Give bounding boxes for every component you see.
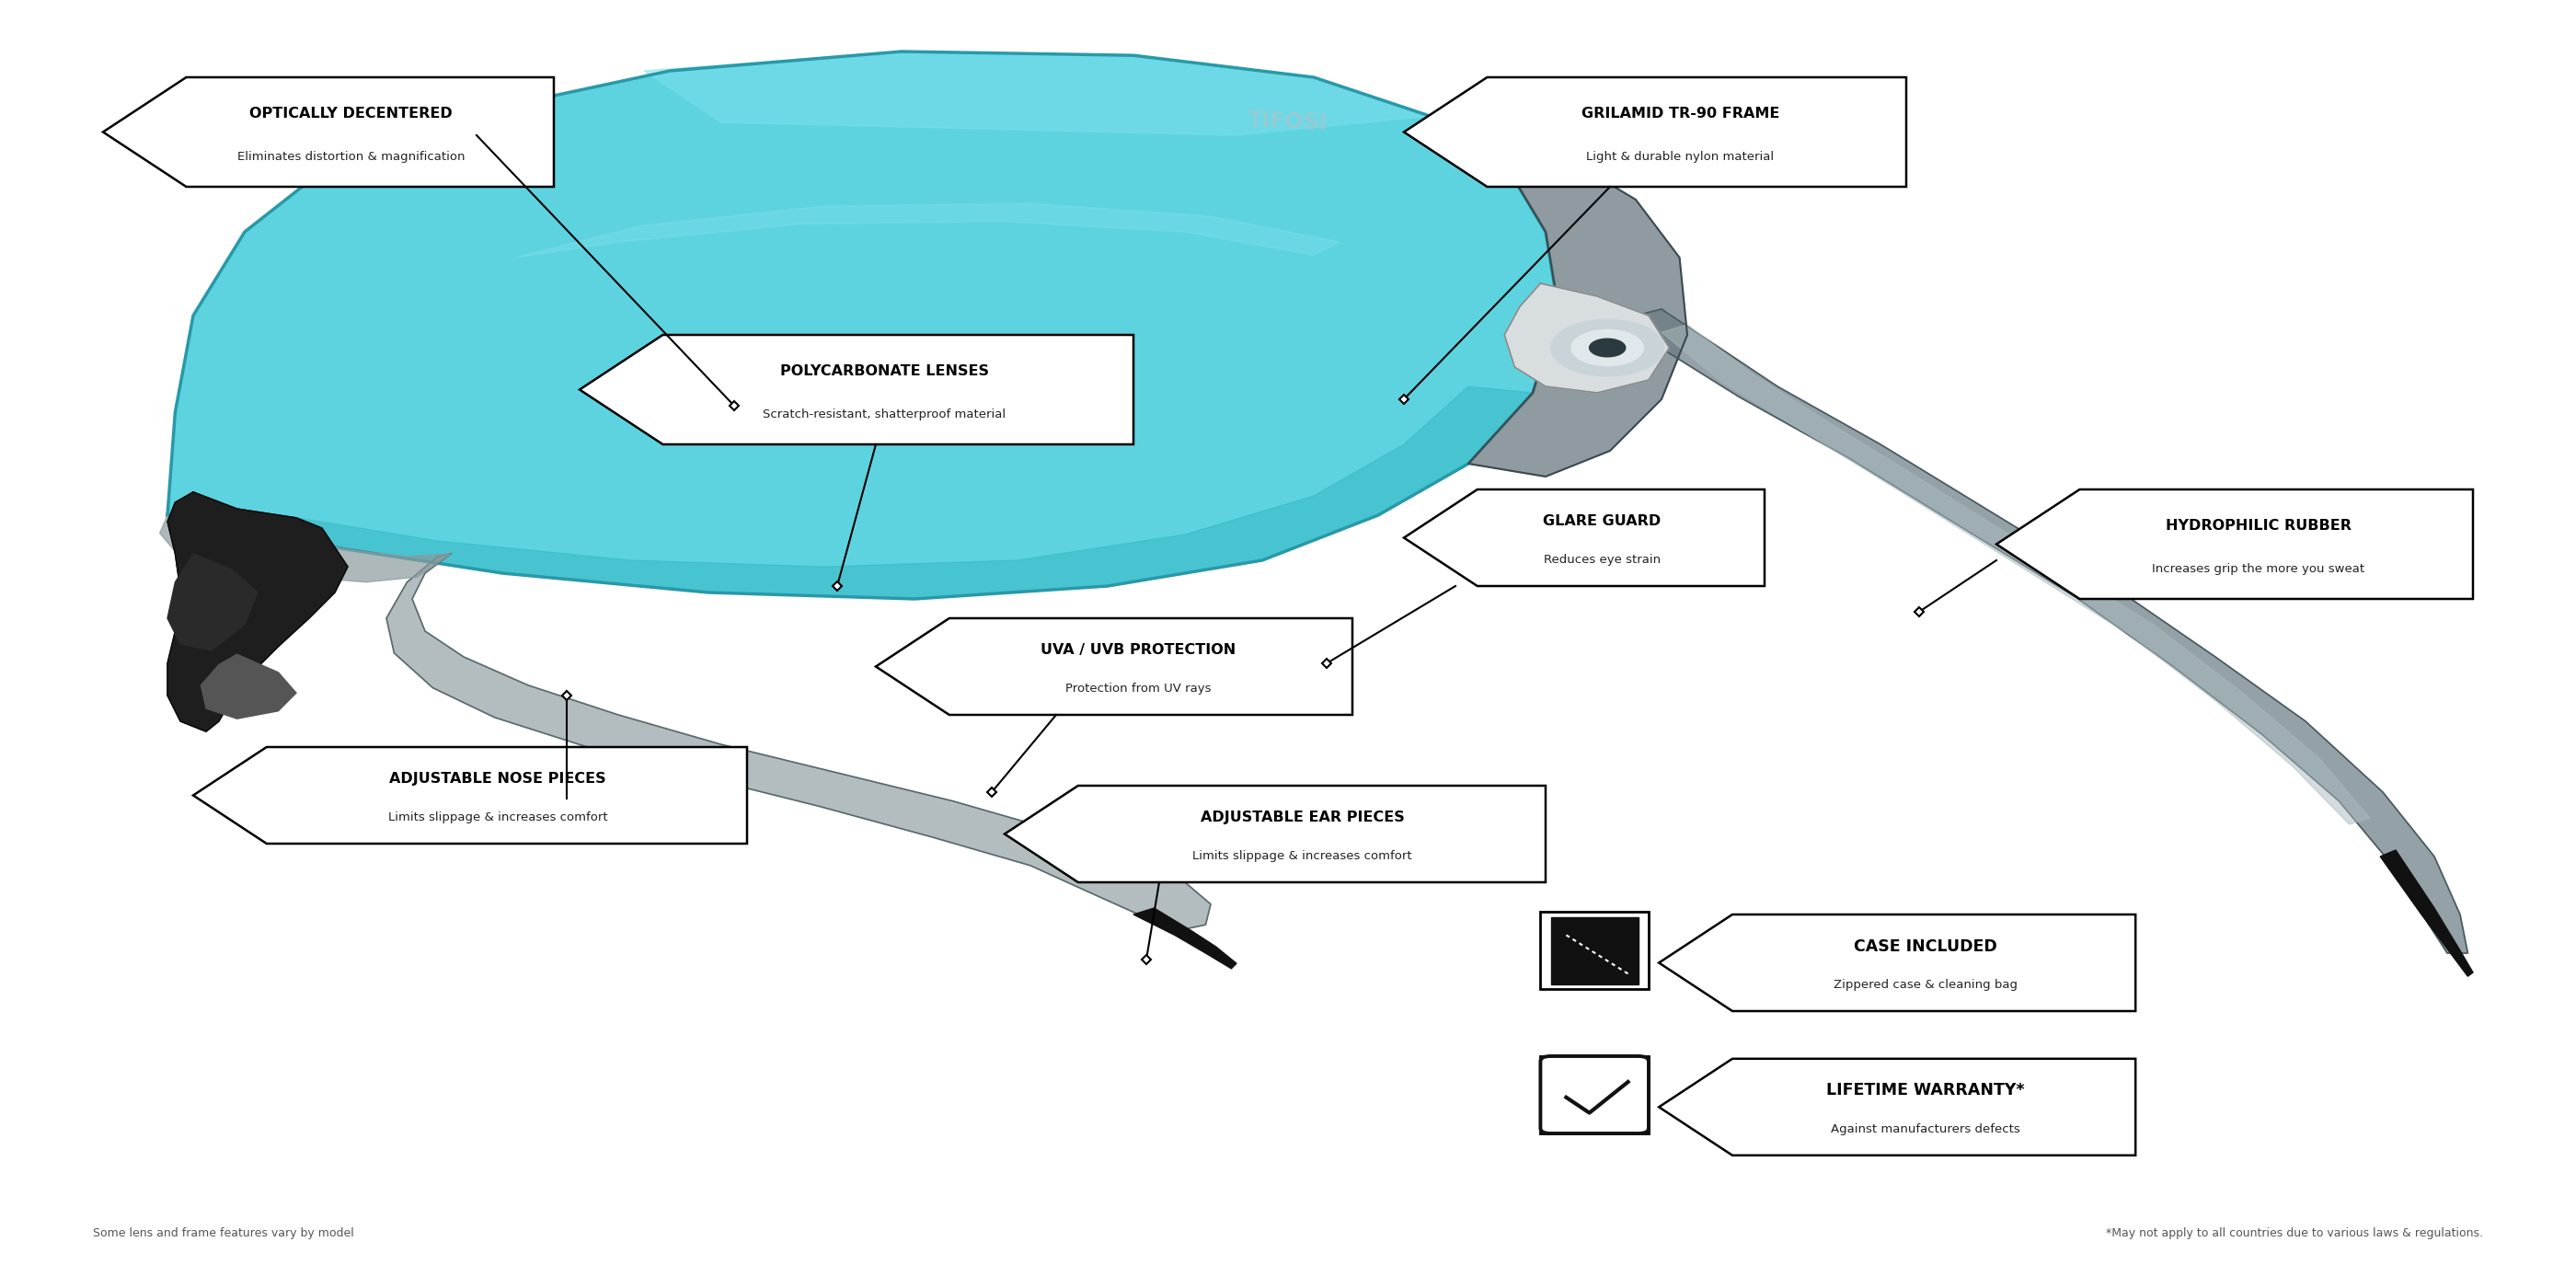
Polygon shape <box>2380 850 2473 976</box>
FancyBboxPatch shape <box>1540 1056 1649 1133</box>
Polygon shape <box>103 77 554 187</box>
Text: POLYCARBONATE LENSES: POLYCARBONATE LENSES <box>781 365 989 377</box>
Text: ADJUSTABLE NOSE PIECES: ADJUSTABLE NOSE PIECES <box>389 772 605 786</box>
Polygon shape <box>1631 309 2468 953</box>
Polygon shape <box>1659 914 2136 1011</box>
Circle shape <box>1589 339 1625 357</box>
Polygon shape <box>386 554 1211 931</box>
Text: ADJUSTABLE EAR PIECES: ADJUSTABLE EAR PIECES <box>1200 810 1404 824</box>
Text: HYDROPHILIC RUBBER: HYDROPHILIC RUBBER <box>2166 519 2352 532</box>
Polygon shape <box>1133 908 1236 969</box>
Text: Scratch-resistant, shatterproof material: Scratch-resistant, shatterproof material <box>762 408 1005 421</box>
Polygon shape <box>167 52 1558 599</box>
Text: GRILAMID TR-90 FRAME: GRILAMID TR-90 FRAME <box>1582 107 1780 120</box>
Polygon shape <box>1468 161 1687 477</box>
Circle shape <box>1571 330 1643 366</box>
Text: Protection from UV rays: Protection from UV rays <box>1064 683 1211 694</box>
Text: LIFETIME WARRANTY*: LIFETIME WARRANTY* <box>1826 1082 2025 1099</box>
Text: Light & durable nylon material: Light & durable nylon material <box>1587 151 1775 164</box>
Polygon shape <box>167 492 348 732</box>
Text: Limits slippage & increases comfort: Limits slippage & increases comfort <box>389 811 608 823</box>
Text: Limits slippage & increases comfort: Limits slippage & increases comfort <box>1193 850 1412 862</box>
Polygon shape <box>1504 283 1669 393</box>
Polygon shape <box>1662 325 2370 824</box>
Polygon shape <box>193 747 747 844</box>
Polygon shape <box>167 554 258 650</box>
Polygon shape <box>1005 786 1546 882</box>
Polygon shape <box>1404 489 1765 586</box>
Polygon shape <box>515 204 1340 258</box>
Text: TIFOSI: TIFOSI <box>1247 109 1329 135</box>
Circle shape <box>1551 319 1664 376</box>
Text: GLARE GUARD: GLARE GUARD <box>1543 514 1662 528</box>
Text: *May not apply to all countries due to various laws & regulations.: *May not apply to all countries due to v… <box>2107 1227 2483 1239</box>
Text: Reduces eye strain: Reduces eye strain <box>1543 554 1662 565</box>
Polygon shape <box>1659 1059 2136 1155</box>
Text: OPTICALLY DECENTERED: OPTICALLY DECENTERED <box>250 107 453 120</box>
FancyBboxPatch shape <box>1540 1056 1649 1133</box>
Polygon shape <box>1551 917 1638 984</box>
Text: Eliminates distortion & magnification: Eliminates distortion & magnification <box>237 151 464 164</box>
Text: Increases grip the more you sweat: Increases grip the more you sweat <box>2151 563 2365 576</box>
Polygon shape <box>1996 489 2473 599</box>
Polygon shape <box>644 52 1430 135</box>
Text: Some lens and frame features vary by model: Some lens and frame features vary by mod… <box>93 1227 353 1239</box>
Polygon shape <box>160 515 451 582</box>
Polygon shape <box>876 618 1352 715</box>
Text: Against manufacturers defects: Against manufacturers defects <box>1832 1123 2020 1135</box>
Text: Zippered case & cleaning bag: Zippered case & cleaning bag <box>1834 979 2017 990</box>
Text: UVA / UVB PROTECTION: UVA / UVB PROTECTION <box>1041 643 1236 657</box>
Polygon shape <box>201 654 296 719</box>
Text: CASE INCLUDED: CASE INCLUDED <box>1855 938 1996 954</box>
Polygon shape <box>580 335 1133 444</box>
Polygon shape <box>1404 77 1906 187</box>
Polygon shape <box>167 386 1533 599</box>
FancyBboxPatch shape <box>1540 912 1649 989</box>
